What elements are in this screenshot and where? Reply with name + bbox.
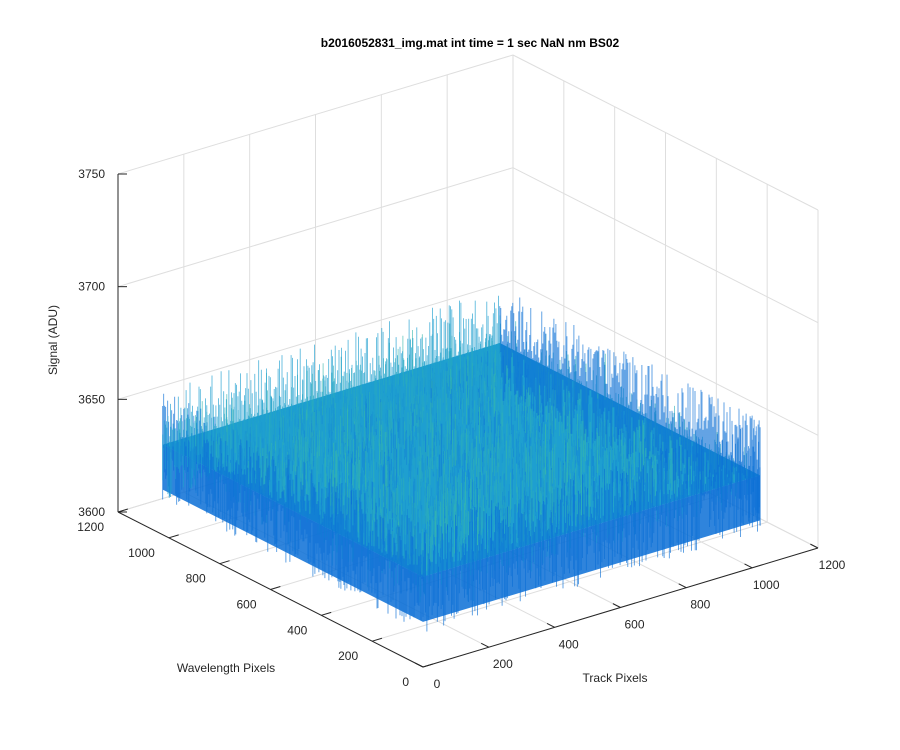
y-tick-label: 800	[186, 572, 206, 586]
right-wall-grid-line	[512, 54, 819, 211]
y-tick-label: 0	[402, 675, 409, 689]
x-tick-label: 0	[434, 677, 441, 691]
x-tick-label: 400	[559, 637, 579, 651]
x-tick-mark	[612, 603, 621, 608]
y-tick-mark	[321, 611, 332, 616]
x-tick-mark	[480, 642, 490, 648]
y-tick-label: 600	[236, 598, 256, 612]
x-tick-label: 1200	[819, 558, 846, 572]
x-tick-label: 1000	[753, 578, 780, 592]
x-tick-label: 600	[624, 618, 644, 632]
y-tick-mark	[219, 560, 230, 565]
x-tick-mark	[678, 583, 687, 589]
z-tick-label: 3600	[78, 505, 105, 519]
x-tick-label: 200	[493, 657, 513, 671]
z-tick-label: 3750	[78, 167, 105, 181]
y-tick-label: 200	[338, 649, 358, 663]
y-tick-mark	[422, 663, 434, 668]
surface-edge-noise	[162, 295, 501, 498]
labels: b2016052831_img.mat int time = 1 sec NaN…	[46, 36, 846, 691]
right-wall-grid-line	[512, 279, 819, 436]
y-tick-label: 1000	[128, 546, 155, 560]
x-tick-mark	[744, 563, 753, 569]
chart-title: b2016052831_img.mat int time = 1 sec NaN…	[321, 36, 620, 50]
y-axis-label: Wavelength Pixels	[177, 661, 275, 675]
axes	[117, 173, 819, 668]
back-wall-grid-line	[117, 167, 514, 288]
x-tick-mark	[415, 662, 424, 668]
y-tick-mark	[372, 637, 383, 642]
z-tick-label: 3650	[78, 392, 105, 406]
y-tick-label: 400	[287, 623, 307, 637]
y-tick-mark	[270, 586, 281, 590]
x-axis-label: Track Pixels	[583, 671, 648, 685]
surface-skirt	[162, 444, 761, 622]
right-wall-grid-line	[512, 167, 819, 324]
x-tick-mark	[546, 623, 555, 628]
x-tick-label: 800	[690, 598, 710, 612]
surface-edge-noise	[499, 297, 761, 526]
z-axis-label: Signal (ADU)	[46, 305, 60, 375]
z-tick-label: 3700	[78, 280, 105, 294]
back-wall-grid-line	[117, 54, 514, 175]
x-tick-mark	[810, 543, 819, 549]
y-tick-label: 1200	[77, 520, 104, 534]
surface-plot	[162, 295, 761, 632]
floor-grid-line	[372, 521, 768, 642]
back-wall-grid-line	[117, 279, 514, 400]
y-tick-mark	[168, 534, 179, 539]
